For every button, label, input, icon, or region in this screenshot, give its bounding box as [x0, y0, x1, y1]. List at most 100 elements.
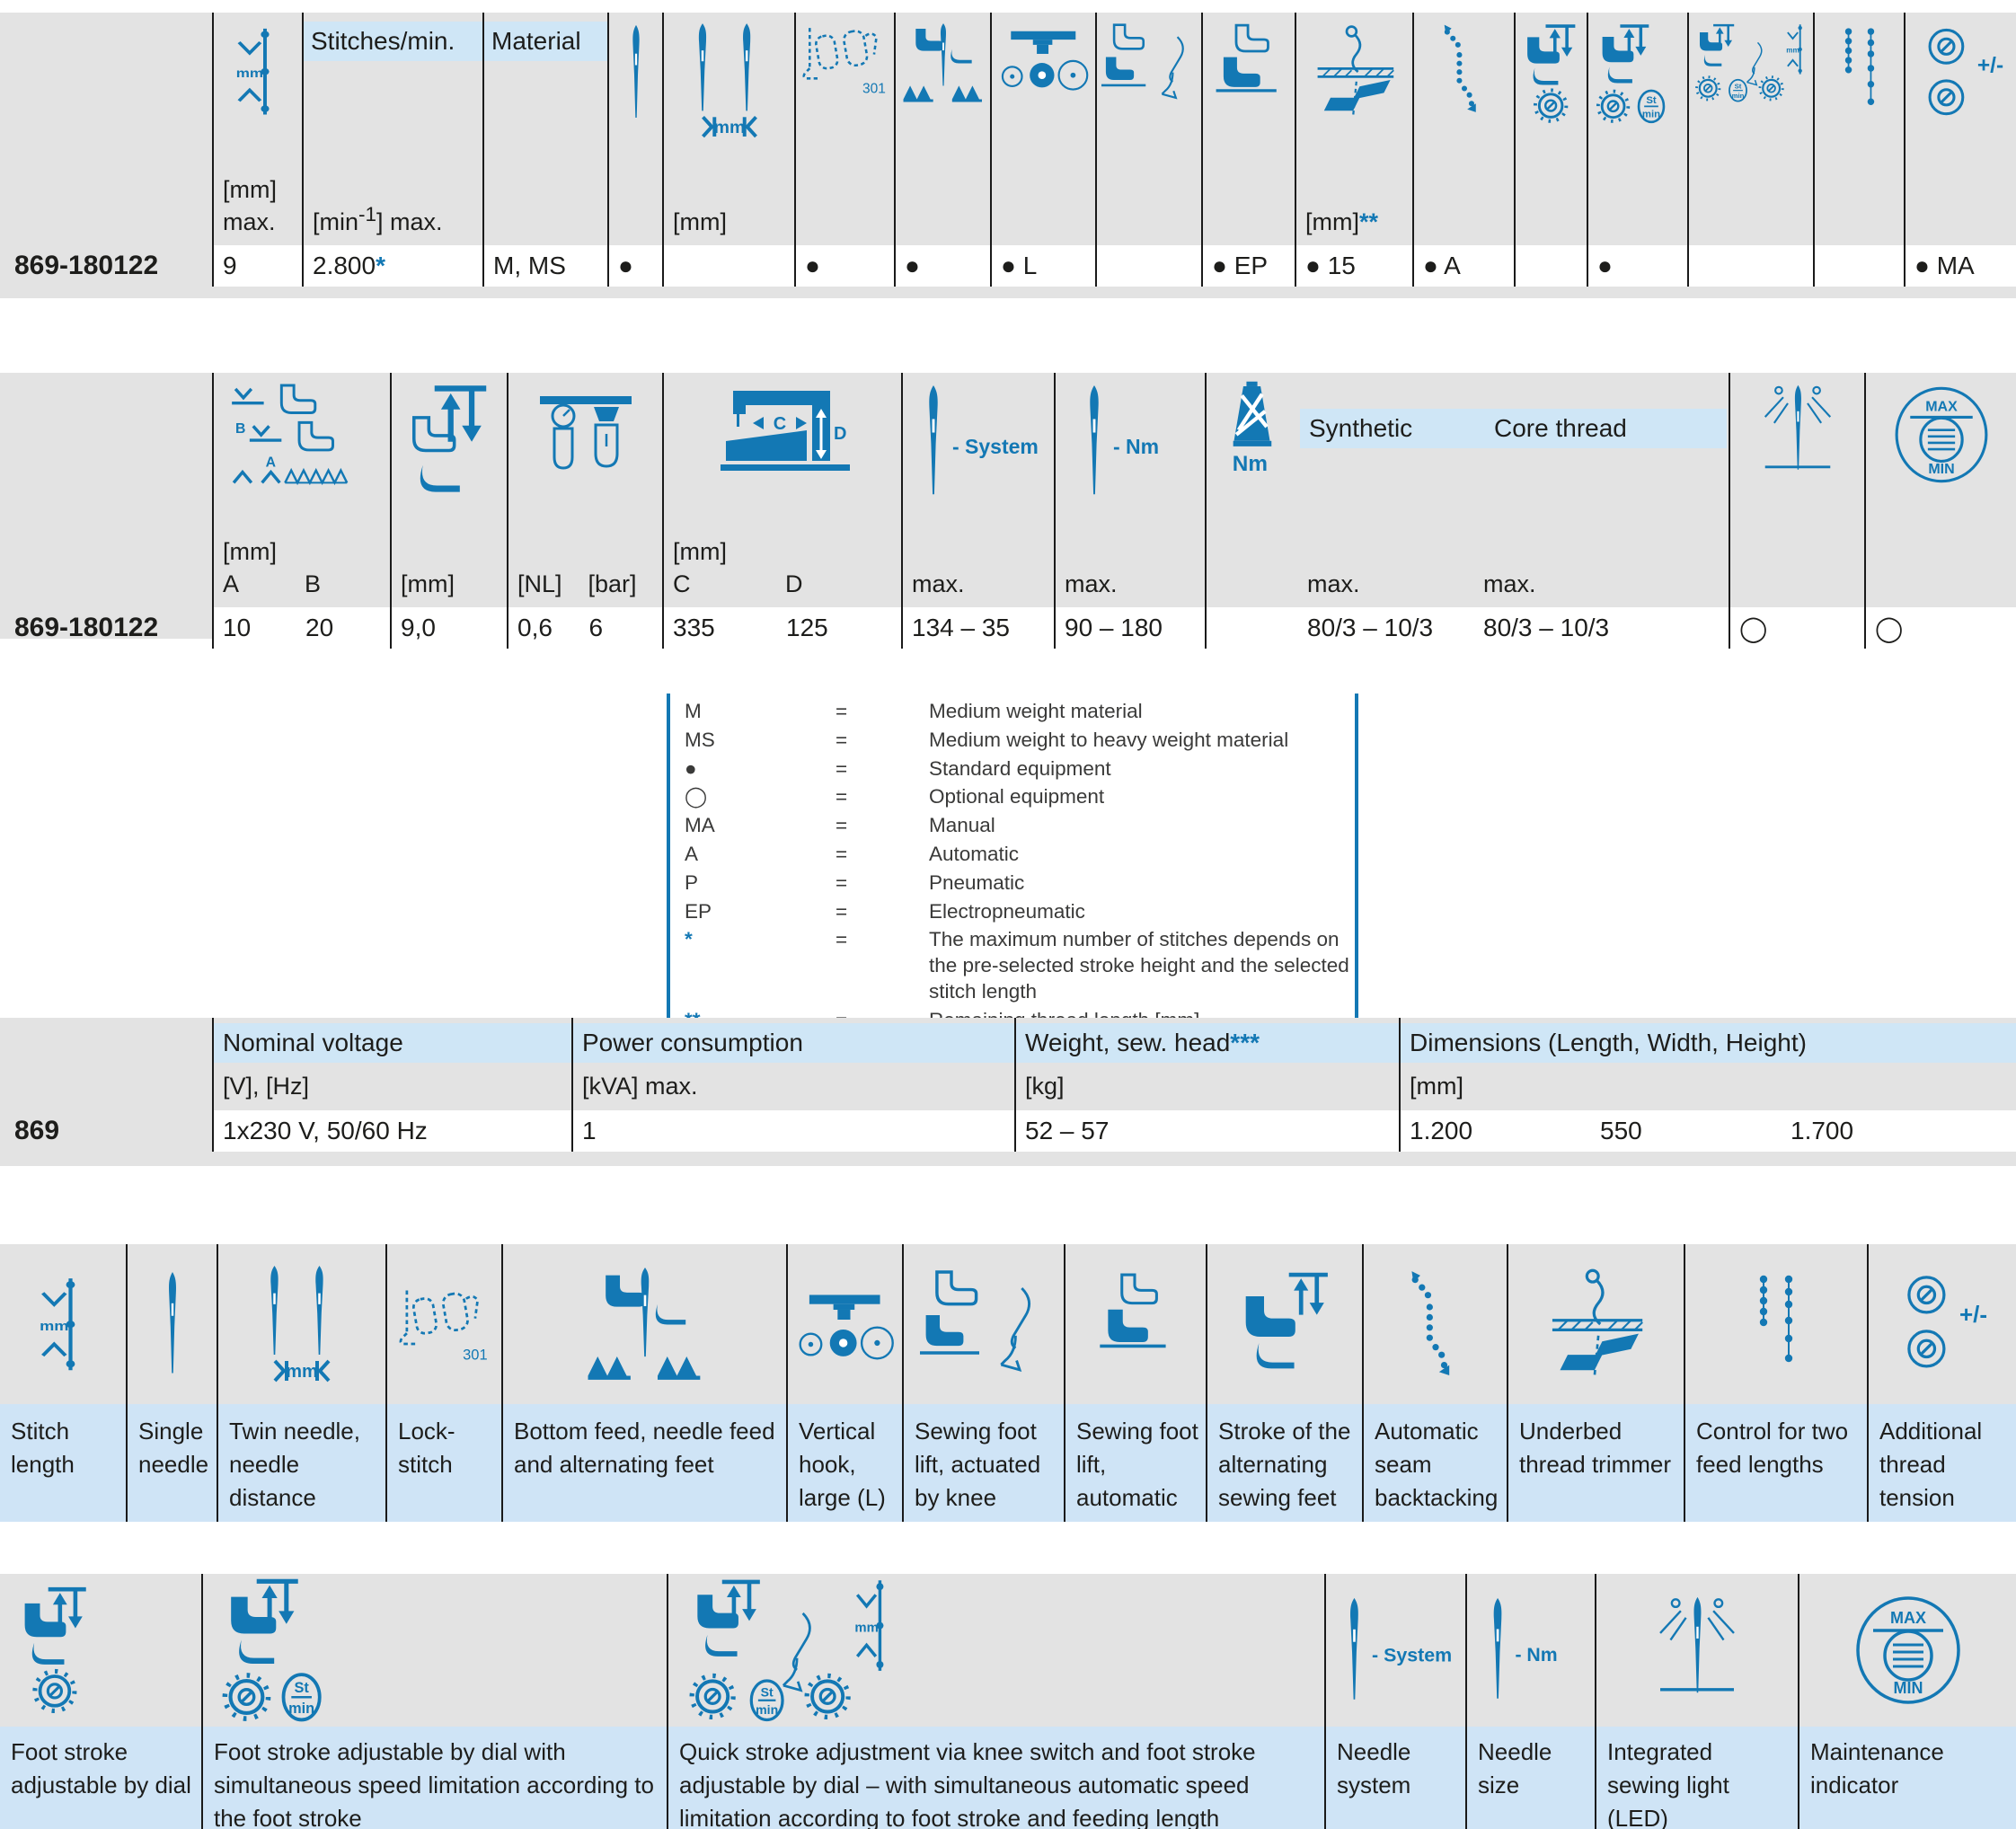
legend-equals: =	[836, 756, 848, 780]
spec-table-1: 869-180122 [mm] max. 9 Stitches/min. [min-1…	[0, 13, 2016, 298]
cell-value: 9	[223, 252, 237, 280]
t2-col-sewing-light: ◯	[1729, 373, 1864, 649]
cell-value: 80/3 – 10/3	[1307, 614, 1434, 642]
option-label: Maintenance indicator	[1799, 1727, 2016, 1829]
t2-col-stroke-heights: [mm] A B 10 20	[212, 373, 390, 649]
legend-equals: =	[836, 700, 848, 722]
feature-box: Underbed thread trimmer	[1507, 1244, 1684, 1522]
cell-value: 9,0	[401, 614, 436, 642]
feature-box: Sewing foot lift, actuated by knee	[902, 1244, 1064, 1522]
column-header: Stitches/min.	[304, 22, 482, 61]
feature-label: Single needle	[128, 1404, 217, 1522]
cell-value: 20	[305, 614, 334, 642]
cell-value: 80/3 – 10/3	[1483, 614, 1610, 642]
quick-stroke-icon	[1692, 23, 1810, 102]
t2-col-maintenance: ◯	[1864, 373, 2016, 649]
column-header: Synthetic	[1309, 414, 1413, 442]
legend-row: MA = Manual	[685, 813, 1355, 839]
legend-symbol: M	[685, 700, 702, 722]
legend-equals: =	[836, 899, 848, 923]
spec-table-3: 869 Nominal voltage [V], [Hz] 1x230 V, 50/…	[0, 1018, 2016, 1166]
bottom-feed-icon	[899, 23, 987, 103]
t1-col-foot-lift-knee	[1095, 13, 1201, 287]
feature-box: Single needle	[126, 1244, 217, 1522]
foot-lift-knee-icon	[916, 1270, 1051, 1378]
feature-label: Underbed thread trimmer	[1508, 1404, 1684, 1522]
option-box: Needle system	[1324, 1574, 1465, 1829]
feature-label: Automatic seam backtacking	[1364, 1404, 1507, 1522]
foot-stroke-dial-icon	[14, 1586, 97, 1716]
row-label: 869-180122	[14, 613, 159, 643]
stitch-length-icon	[35, 1273, 91, 1375]
cell-value: 2.800	[313, 252, 376, 280]
t1-col-foot-lift-auto: ● EP	[1201, 13, 1295, 287]
t1-col-material: Material M, MS	[482, 13, 607, 287]
footnote-mark: ***	[1230, 1029, 1260, 1056]
t2-col-machine-dimensions: [mm] C D 335 125	[662, 373, 901, 649]
feature-label: Stitch length	[0, 1404, 126, 1522]
machine-dimensions-icon	[719, 389, 852, 473]
cell-value: 125	[786, 614, 828, 642]
needle-system-icon	[1333, 1596, 1459, 1705]
cell-value: M, MS	[493, 252, 566, 280]
legend-row: P = Pneumatic	[685, 870, 1355, 897]
seam-backtacking-icon	[1444, 24, 1476, 112]
feature-label: Stroke of the alternating sewing feet	[1207, 1404, 1362, 1522]
feature-label: Lock-stitch	[387, 1404, 501, 1522]
feature-box: Additional thread tension	[1867, 1244, 2016, 1522]
feature-box: Automatic seam backtacking	[1362, 1244, 1507, 1522]
t1-col-twin-needle: [mm]	[662, 13, 794, 287]
legend-symbol: *	[685, 928, 693, 951]
legend-row: ● = Standard equipment	[685, 756, 1355, 782]
column-header: Dimensions (Length, Width, Height)	[1401, 1023, 2016, 1063]
legend-text: Optional equipment	[929, 785, 1105, 808]
seam-backtacking-icon	[1410, 1271, 1449, 1375]
feature-label: Bottom feed, needle feed and alternating…	[503, 1404, 786, 1522]
t3-row-label-col: 869	[0, 1018, 212, 1152]
cell-value: 1.200	[1410, 1117, 1473, 1144]
foot-stroke-dial-speed-icon	[1593, 23, 1683, 125]
legend-equals: =	[836, 842, 848, 865]
feature-box: Bottom feed, needle feed and alternating…	[501, 1244, 786, 1522]
alternating-stroke-icon	[1231, 1271, 1339, 1377]
twin-needle-icon	[248, 1266, 356, 1383]
quick-stroke-icon	[683, 1578, 898, 1722]
spec-table-2: 869-180122 [mm] A B 10 20 [mm] 9,0 [NL] [bar] 0…	[0, 373, 2016, 649]
legend-row: * = The maximum number of stitches depen…	[685, 927, 1355, 1004]
t1-col-quick-stroke	[1687, 13, 1813, 287]
legend-text: Medium weight material	[929, 700, 1143, 722]
needle-size-icon	[1477, 1596, 1585, 1704]
cell-value: ● MA	[1914, 252, 1975, 280]
column-header: Nominal voltage	[214, 1023, 571, 1063]
foot-lift-auto-icon	[1211, 23, 1287, 118]
cell-value: ● EP	[1212, 252, 1269, 280]
legend-symbol: EP	[685, 899, 712, 923]
thread-trimmer-icon	[1550, 1268, 1644, 1378]
t3-col-dimensions: Dimensions (Length, Width, Height) [mm] 1.…	[1399, 1018, 2016, 1152]
vertical-hook-icon	[1001, 30, 1088, 91]
t1-col-foot-stroke-dial-speed: ●	[1587, 13, 1687, 287]
t1-col-foot-stroke-dial	[1514, 13, 1587, 287]
t1-col-two-feed-lengths	[1813, 13, 1904, 287]
option-label: Needle system	[1326, 1727, 1465, 1829]
feature-box: Lock-stitch	[385, 1244, 501, 1522]
maintenance-indicator-icon	[1855, 1596, 1960, 1704]
option-label: Integrated sewing light (LED)	[1596, 1727, 1798, 1829]
option-label: Quick stroke adjustment via knee switch …	[668, 1727, 1324, 1829]
vertical-hook-icon	[798, 1293, 894, 1359]
legend-equals: =	[836, 870, 848, 894]
legend-symbol: A	[685, 842, 699, 865]
foot-stroke-dial-icon	[1519, 23, 1584, 125]
legend-text: Standard equipment	[929, 756, 1111, 780]
foot-lift-auto-icon	[1094, 1273, 1177, 1375]
maintenance-indicator-icon	[1895, 386, 1987, 483]
row-label: 869-180122	[14, 251, 159, 281]
stroke-heights-icon	[226, 384, 377, 508]
cell-value: ● 15	[1305, 252, 1356, 280]
t3-col-power-consumption: Power consumption [kVA] max. 1	[571, 1018, 1014, 1152]
legend-text: Medium weight to heavy weight material	[929, 728, 1289, 751]
cell-value: ● A	[1423, 252, 1461, 280]
row-label: 869	[14, 1116, 60, 1145]
option-label: Needle size	[1467, 1727, 1595, 1829]
